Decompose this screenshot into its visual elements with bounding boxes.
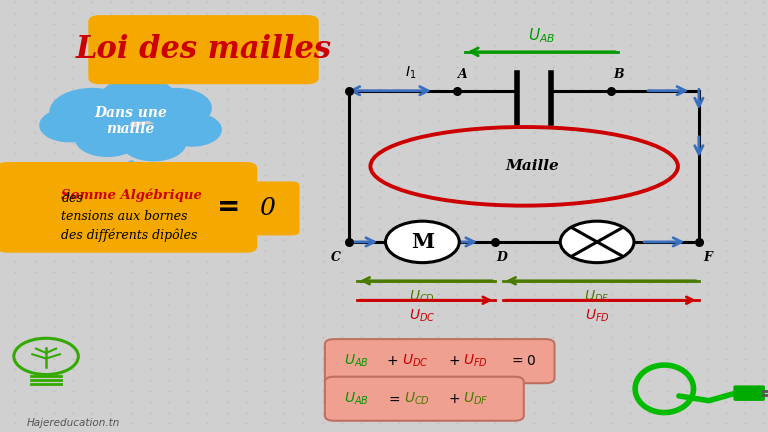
Circle shape <box>75 120 140 156</box>
Text: $U_{FD}$: $U_{FD}$ <box>463 353 488 369</box>
Text: Hajereducation.tn: Hajereducation.tn <box>26 418 120 428</box>
Text: =: = <box>217 194 240 221</box>
Text: $U_{DF}$: $U_{DF}$ <box>463 391 488 407</box>
Circle shape <box>121 124 186 161</box>
Text: $U_{FD}$: $U_{FD}$ <box>584 308 610 324</box>
Circle shape <box>142 89 211 127</box>
Text: $U_{DF}$: $U_{DF}$ <box>584 289 610 305</box>
FancyBboxPatch shape <box>88 15 319 84</box>
Text: $U_{DC}$: $U_{DC}$ <box>409 308 435 324</box>
Circle shape <box>100 78 177 121</box>
Circle shape <box>386 221 459 263</box>
Text: $+$: $+$ <box>448 392 460 406</box>
Text: F: F <box>703 251 713 264</box>
Text: D: D <box>496 251 507 264</box>
Text: $U_{AB}$: $U_{AB}$ <box>344 391 369 407</box>
FancyBboxPatch shape <box>234 181 300 235</box>
Circle shape <box>50 89 134 136</box>
Text: Dans une
maille: Dans une maille <box>94 106 167 136</box>
Text: $=$: $=$ <box>386 392 401 406</box>
Text: $= 0$: $= 0$ <box>509 354 536 368</box>
Text: $U_{CD}$: $U_{CD}$ <box>409 289 435 305</box>
FancyBboxPatch shape <box>0 162 257 253</box>
FancyBboxPatch shape <box>325 377 524 421</box>
FancyBboxPatch shape <box>733 385 765 401</box>
Text: $+$: $+$ <box>386 354 399 368</box>
Text: 0: 0 <box>260 197 275 220</box>
Circle shape <box>40 109 98 142</box>
Text: Loi des mailles: Loi des mailles <box>75 34 332 65</box>
Text: C: C <box>330 251 341 264</box>
Circle shape <box>561 221 634 263</box>
Text: B: B <box>613 68 624 81</box>
Text: $U_{AB}$: $U_{AB}$ <box>528 27 555 45</box>
FancyBboxPatch shape <box>325 339 554 383</box>
Text: Maille: Maille <box>505 159 558 173</box>
Text: $U_{DC}$: $U_{DC}$ <box>402 353 428 369</box>
Text: Somme Algébrique: Somme Algébrique <box>61 188 202 202</box>
Circle shape <box>163 113 221 146</box>
Text: $+$: $+$ <box>448 354 460 368</box>
Text: $U_{CD}$: $U_{CD}$ <box>404 391 430 407</box>
Text: A: A <box>458 68 468 81</box>
Text: $U_{AB}$: $U_{AB}$ <box>344 353 369 369</box>
Text: des
tensions aux bornes
des différents dipôles: des tensions aux bornes des différents d… <box>61 192 198 242</box>
Text: $I_1$: $I_1$ <box>406 65 416 81</box>
Text: M: M <box>411 232 434 252</box>
